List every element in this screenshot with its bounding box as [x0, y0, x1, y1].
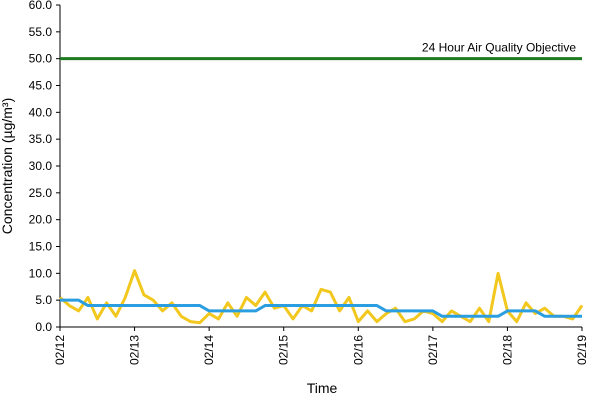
x-tick-label: 02/15 — [277, 335, 291, 365]
x-tick-label: 02/17 — [426, 335, 440, 365]
y-tick-label: 5.0 — [35, 293, 52, 307]
y-tick-label: 10.0 — [29, 266, 53, 280]
x-axis-label: Time — [307, 380, 338, 396]
x-tick-label: 02/19 — [575, 335, 589, 365]
y-tick-label: 30.0 — [29, 159, 53, 173]
y-tick-label: 0.0 — [35, 320, 52, 334]
data-line — [59, 269, 584, 325]
y-axis-label: Concentration (µg/m³) — [0, 98, 15, 234]
y-tick-label: 55.0 — [29, 25, 53, 39]
y-tick-label: 50.0 — [29, 52, 53, 66]
y-tick-label: 15.0 — [29, 240, 53, 254]
y-tick-label: 45.0 — [29, 79, 53, 93]
y-tick-label: 60.0 — [29, 0, 53, 12]
objective-label: 24 Hour Air Quality Objective — [422, 41, 576, 55]
y-tick-label: 25.0 — [29, 186, 53, 200]
x-tick-label: 02/18 — [500, 335, 514, 365]
y-tick-label: 20.0 — [29, 213, 53, 227]
x-tick-label: 02/14 — [202, 335, 216, 365]
y-tick-label: 40.0 — [29, 105, 53, 119]
x-tick-label: 02/16 — [351, 335, 365, 365]
data-line — [60, 298, 582, 318]
x-tick-label: 02/12 — [53, 335, 67, 365]
y-tick-label: 35.0 — [29, 132, 53, 146]
x-tick-label: 02/13 — [128, 335, 142, 365]
